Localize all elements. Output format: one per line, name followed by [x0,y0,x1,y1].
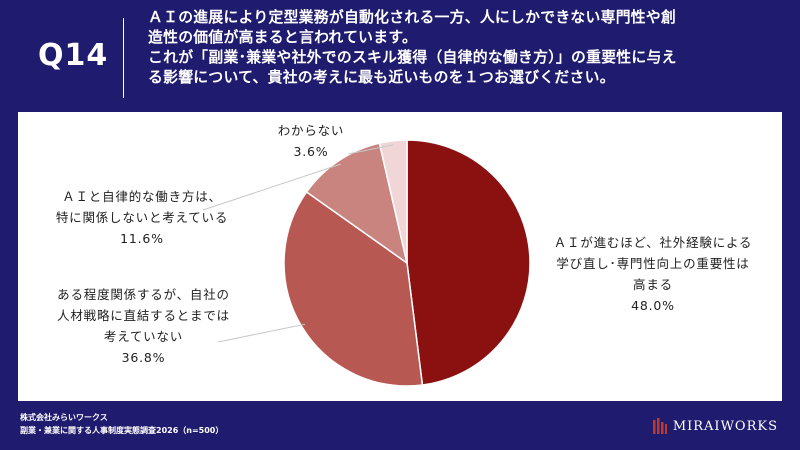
company-name: 株式会社みらいワークス [20,413,108,422]
slice-label-3: わからない 3.6% [256,120,366,162]
miraiworks-logo: MIRAIWORKS [652,418,778,434]
footer-credits: 株式会社みらいワークス 副業・兼業に関する人事制度実態調査2026（n=500） [20,411,223,437]
pie-slice-3 [378,139,408,264]
question-header: Q14 ＡＩの進展により定型業務が自動化される一方、人にしかできない専門性や創 … [0,0,800,112]
question-number: Q14 [38,38,109,73]
chart-card: ＡＩが進むほど、社外経験による 学び直し･専門性向上の重要性は 高まる 48.0… [18,112,782,401]
logo-text: MIRAIWORKS [672,418,778,434]
question-line: これが「副業･兼業や社外でのスキル獲得（自律的な働き方）」の重要性に与え [148,49,677,66]
question-line: ＡＩの進展により定型業務が自動化される一方、人にしかできない専門性や創 [148,9,677,26]
leader-line-1 [217,323,306,343]
logo-mark-icon [652,418,667,434]
slice-label-line: ＡＩが進むほど、社外経験による [553,235,753,250]
slice-label-line: 人材戦略に直結するとまでは [57,308,230,323]
pie-slice-2 [305,142,409,265]
question-line: 造性の価値が高まると言われています。 [148,29,418,46]
slice-value-label: 48.0% [631,298,675,313]
pie-chart [202,139,531,387]
slice-value-label: 36.8% [121,350,166,365]
slice-label-1: ある程度関係するが、自社の 人材戦略に直結するとまでは 考えていない 36.8% [26,284,261,368]
slice-label-line: 学び直し･専門性向上の重要性は [556,256,750,271]
slice-label-line: 特に関係しないと考えている [55,210,229,225]
survey-name: 副業・兼業に関する人事制度実態調査2026（n=500） [20,426,224,435]
slice-label-line: 考えていない [103,329,184,344]
slice-value-label: 11.6% [120,231,164,246]
slice-label-line: わからない [277,123,345,138]
question-line: る影響について、貴社の考えに最も近いものを１つお選びください。 [148,69,615,86]
slice-label-line: ＡＩと自律的な働き方は、 [62,189,222,204]
pie-slice-0 [406,139,531,386]
header-divider [123,18,124,98]
leader-line-3 [347,144,394,155]
slice-label-0: ＡＩが進むほど、社外経験による 学び直し･専門性向上の重要性は 高まる 48.0… [538,232,768,316]
slice-label-line: 高まる [633,277,673,292]
question-text: ＡＩの進展により定型業務が自動化される一方、人にしかできない専門性や創 造性の価… [148,8,788,88]
slice-label-2: ＡＩと自律的な働き方は、 特に関係しないと考えている 11.6% [18,186,266,249]
pie-slice-1 [283,190,424,387]
slice-value-label: 3.6% [293,144,329,159]
leader-line-2 [202,163,341,211]
slice-label-line: ある程度関係するが、自社の [57,287,230,302]
